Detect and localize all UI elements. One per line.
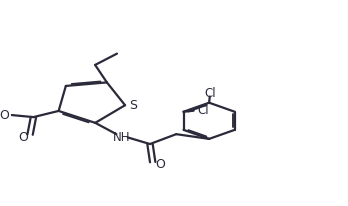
Text: Cl: Cl xyxy=(197,104,209,117)
Text: NH: NH xyxy=(113,130,131,143)
Text: O: O xyxy=(18,131,27,143)
Text: O: O xyxy=(155,158,165,170)
Text: Cl: Cl xyxy=(204,86,216,99)
Text: S: S xyxy=(129,98,137,111)
Text: O: O xyxy=(0,108,9,121)
